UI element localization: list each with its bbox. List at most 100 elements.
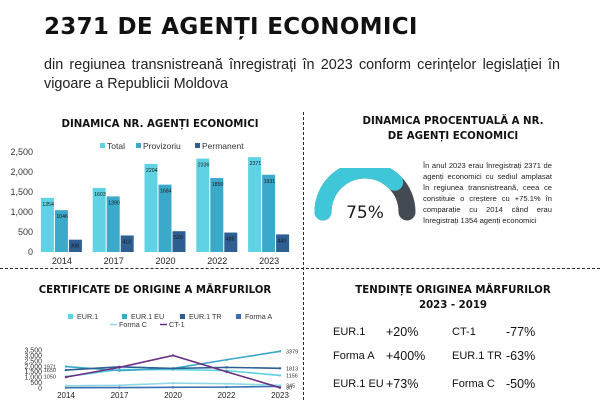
legend-swatch — [180, 314, 185, 319]
certificates-chart-title: CERTIFICATE DE ORIGINE A MĂRFURILOR — [38, 285, 272, 296]
line-value-label: 1813 — [286, 366, 298, 372]
legend-swatch — [195, 143, 200, 148]
bar-value-label: 1354 — [42, 202, 54, 208]
x-tick-label: 2017 — [104, 256, 124, 266]
series-point — [278, 350, 282, 353]
series-point — [225, 358, 228, 361]
series-point — [278, 386, 282, 389]
trend-label: CT-1 — [452, 326, 476, 338]
trend-value: -50% — [506, 377, 536, 391]
certificates-line-chart: EUR.1 EUR.1 EU EUR.1 TR Forma A Forma C CT-1 0… — [24, 312, 298, 400]
series-point — [225, 382, 228, 385]
line-value-label: 1156 — [286, 373, 298, 379]
y-tick-label: 2,000 — [10, 167, 33, 177]
series-point — [171, 386, 175, 389]
legend-label: EUR.1 TR — [189, 312, 222, 321]
legend-label: Provizoriu — [143, 141, 181, 151]
legend-swatch — [100, 143, 105, 148]
bar-value-label: 486 — [226, 237, 235, 243]
y-tick-label: 1,000 — [24, 375, 42, 382]
x-tick-label: 2020 — [164, 391, 182, 400]
bar — [40, 197, 54, 252]
legend-label: CT-1 — [169, 320, 185, 329]
legend-label: Forma C — [119, 320, 147, 329]
bar-value-label: 1046 — [56, 214, 68, 220]
series-point — [64, 375, 68, 379]
bar — [210, 178, 224, 252]
series-point — [118, 369, 121, 372]
dynamics-bar-chart: Total Provizoriu Permanent 0 500 1,000 1,500 2,… — [10, 141, 290, 266]
legend-swatch — [122, 314, 127, 319]
bar — [172, 231, 186, 252]
x-tick-label: 2014 — [52, 256, 72, 266]
bar — [276, 234, 290, 252]
line-value-label: 30 — [286, 386, 292, 392]
y-tick-label: 2,500 — [10, 147, 33, 157]
line-value-label: 1050 — [44, 375, 56, 381]
trends-title-line2: 2023 - 2019 — [418, 300, 488, 311]
gauge-value-label: 75% — [346, 203, 384, 223]
trend-value: +400% — [386, 349, 426, 363]
trend-value: -63% — [506, 349, 536, 363]
y-tick-label: 3,500 — [24, 348, 42, 355]
percent-section-title: DINAMICA PROCENTUALĂ A NR. DE AGENȚI ECO… — [318, 114, 588, 144]
y-tick-label: 2,500 — [24, 358, 42, 365]
vertical-divider — [303, 112, 304, 400]
legend-label: Total — [107, 141, 125, 151]
bar — [92, 187, 106, 252]
trend-label: Forma C — [452, 378, 495, 390]
legend-label: EUR.1 EU — [131, 312, 164, 321]
trend-label: Forma A — [333, 350, 375, 362]
gauge-fill-arc — [314, 168, 404, 221]
x-tick-label: 2020 — [155, 256, 175, 266]
y-tick-label: 500 — [30, 380, 42, 387]
page-subtitle: din regiunea transnistreană înregistrați… — [44, 57, 560, 92]
trend-label: EUR.1 TR — [452, 350, 502, 362]
bar-value-label: 1603 — [94, 192, 106, 198]
trends-section-title: TENDINȚE ORIGINEA MĂRFURILOR 2023 - 2019 — [318, 283, 588, 313]
series-point — [118, 366, 121, 369]
y-tick-label: 0 — [38, 386, 42, 393]
page-title: 2371 DE AGENȚI ECONOMICI — [44, 14, 418, 40]
legend-swatch — [136, 143, 141, 148]
legend-swatch — [236, 314, 241, 319]
series-point — [278, 367, 282, 370]
series-point — [118, 386, 121, 389]
x-tick-label: 2023 — [271, 391, 289, 400]
bar-value-label: 1390 — [108, 200, 120, 206]
series-point — [171, 367, 175, 370]
legend-label: Permanent — [202, 141, 244, 151]
bar-value-label: 440 — [278, 238, 287, 244]
series-point — [225, 385, 228, 389]
bar-value-label: 308 — [70, 244, 79, 250]
legend-label: EUR.1 — [77, 312, 98, 321]
x-tick-label: 2022 — [218, 391, 236, 400]
bar-value-label: 413 — [122, 239, 131, 245]
percent-gauge: 75% — [314, 168, 416, 223]
trend-value: +20% — [386, 325, 419, 339]
trend-value: +73% — [386, 377, 419, 391]
bar-value-label: 1850 — [212, 182, 224, 188]
trend-label: EUR.1 — [333, 326, 366, 338]
trend-label: EUR.1 EU — [333, 378, 384, 390]
bar — [68, 239, 82, 252]
horizontal-divider — [0, 268, 600, 269]
percent-title-line1: DINAMICA PROCENTUALĂ A NR. — [362, 116, 544, 127]
bar — [54, 210, 68, 252]
series-point — [225, 366, 228, 369]
y-tick-label: 0 — [28, 247, 33, 257]
legend-label: Forma A — [245, 312, 272, 321]
series-point — [171, 381, 175, 385]
y-tick-label: 3,000 — [24, 353, 42, 360]
y-tick-label: 500 — [18, 227, 33, 237]
series-point — [171, 354, 175, 357]
bar — [262, 174, 276, 252]
x-tick-label: 2017 — [111, 391, 129, 400]
trend-value: -77% — [506, 325, 536, 339]
percent-title-line2: DE AGENȚI ECONOMICI — [387, 131, 519, 142]
series-point — [64, 386, 68, 389]
series-point — [118, 384, 121, 387]
series-point — [64, 365, 68, 368]
bar-value-label: 1684 — [160, 189, 172, 195]
y-tick-label: 1,500 — [24, 369, 42, 376]
